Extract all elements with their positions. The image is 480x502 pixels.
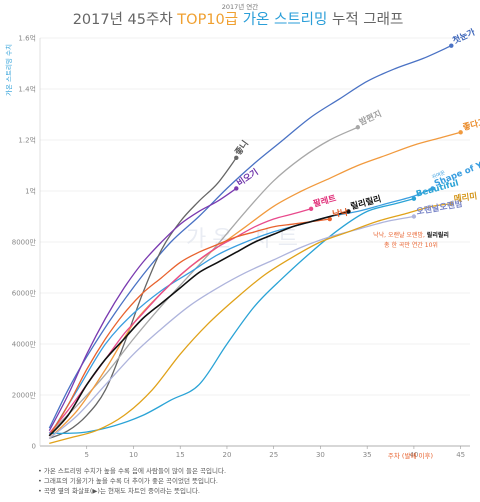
series-1-endpoint xyxy=(234,155,239,161)
y-axis-label: 가온 스트리밍 수치 xyxy=(4,44,13,96)
series-0-endpoint xyxy=(449,43,454,48)
x-tick-label: 25 xyxy=(269,451,278,459)
annotation-line1-bold: 릴리릴리 xyxy=(427,231,449,239)
annotation: 낙낙, 오랜날 오랜밤, 릴리릴리 총 한 곡만 연간 10위 xyxy=(373,231,449,249)
note-3-text: 곡명 옆의 화살표(▶)는 현재도 차트인 중이라는 뜻입니다. xyxy=(43,487,201,495)
chart-title-part3: 가온 스트리밍 xyxy=(238,11,327,28)
y-tick-label: 1억 xyxy=(25,188,36,196)
series-4-name: 좋다고말해 xyxy=(462,112,480,133)
x-tick-label: 30 xyxy=(316,451,325,459)
x-tick-label: 35 xyxy=(363,451,372,459)
y-tick-label: 1.2억 xyxy=(18,137,36,145)
series-10-endpoint xyxy=(411,214,417,219)
series-5-line xyxy=(48,187,433,437)
series-9-endpoint xyxy=(346,209,351,214)
x-tick-label: 20 xyxy=(222,451,231,459)
series-6-label: 팔레트 xyxy=(312,193,338,210)
series-1-name: 좋니 xyxy=(233,138,251,157)
series-7-label: 낙낙 xyxy=(332,207,349,220)
x-axis-label: 주차 (발매 이후) xyxy=(388,451,433,460)
x-tick-label: 45 xyxy=(456,451,465,459)
series-3-name: 밤편지 xyxy=(357,108,383,128)
series-5-endpoint xyxy=(430,186,435,191)
series-1-label: 좋니 xyxy=(233,138,251,157)
series-3-label: 밤편지 xyxy=(357,108,383,128)
axis-layer: 0 2000만 4000만 6000만 8000만 1억 1.2억 1.4억 1.6억 5 10 15… xyxy=(12,35,470,459)
series-4-line xyxy=(48,131,461,439)
series-4-endpoint xyxy=(458,130,463,135)
series-6-name: 팔레트 xyxy=(312,193,338,210)
series-4-label: 좋다고말해 xyxy=(462,112,480,133)
note-2-text: 그래프의 기울기가 높을 수록 더 추이가 좋은 곡이었던 뜻입니다. xyxy=(43,477,218,485)
x-tick-label: 40 xyxy=(409,451,418,459)
series-5-sublabel: 귀여운 xyxy=(431,169,447,181)
chart-supertitle: 2017년 연간 xyxy=(222,2,259,11)
series-6-endpoint xyxy=(308,206,314,212)
series-0-line xyxy=(48,45,452,429)
chart-notes: • 가온 스트리밍 수치가 높을 수록 음에 사람들이 많이 들은 곡입니다. … xyxy=(38,466,458,496)
series-3-endpoint xyxy=(355,125,361,130)
series-2-endpoint xyxy=(234,186,239,191)
series-11-label: 메리미 xyxy=(453,191,478,205)
chart-title-part4: 누적 그래프 xyxy=(327,11,403,28)
series-10-line xyxy=(48,215,415,439)
x-tick-label: 10 xyxy=(129,451,138,459)
annotation-line2: 총 한 곡만 연간 10위 xyxy=(384,241,438,249)
chart-watermark: 가온 차트 xyxy=(186,227,304,252)
chart-title-part2: TOP10급 xyxy=(176,12,238,28)
series-0-label: 첫눈가 xyxy=(451,27,477,47)
y-tick-label: 2000만 xyxy=(12,391,37,400)
y-tick-label: 0 xyxy=(32,443,36,451)
chart-title: 2017년 45주차 TOP10급 가온 스트리밍 누적 그래프 xyxy=(73,11,404,28)
series-9-line xyxy=(48,210,349,437)
series-8-endpoint xyxy=(411,196,417,201)
series-7-name: 낙낙 xyxy=(332,207,349,220)
note-2: • 그래프의 기울기가 높을 수록 더 추이가 좋은 곡이었던 뜻입니다. xyxy=(38,477,218,485)
note-1: • 가온 스트리밍 수치가 높을 수록 음에 사람들이 많이 들은 곡입니다. xyxy=(38,467,227,475)
y-tick-label: 8000만 xyxy=(12,238,37,247)
x-tick-label: 5 xyxy=(85,451,89,459)
y-tick-label: 1.6억 xyxy=(18,35,36,43)
series-11-endpoint xyxy=(449,201,454,206)
series-layer xyxy=(48,43,463,445)
series-8-line xyxy=(49,198,415,435)
series-7-line xyxy=(48,218,330,437)
series-2-line xyxy=(48,187,237,432)
series-1-line xyxy=(49,157,237,440)
annotation-line1: 낙낙, 오랜날 오랜밤, 릴리릴리 xyxy=(373,231,449,239)
y-tick-label: 4000만 xyxy=(12,340,37,349)
annotation-line1-prefix: 낙낙, 오랜날 오랜밤, xyxy=(373,231,427,239)
note-1-text: 가온 스트리밍 수치가 높을 수록 음에 사람들이 많이 들은 곡입니다. xyxy=(43,467,227,475)
x-tick-label: 15 xyxy=(176,451,185,459)
y-tick-label: 1.4억 xyxy=(18,86,36,94)
y-tick-label: 6000만 xyxy=(12,289,37,298)
series-0-name: 첫눈가 xyxy=(451,27,477,47)
chart-title-part1: 2017년 45주차 xyxy=(73,11,178,28)
series-11-line xyxy=(49,203,452,445)
series-3-line xyxy=(48,126,359,434)
series-7-endpoint xyxy=(327,216,332,222)
note-3: • 곡명 옆의 화살표(▶)는 현재도 차트인 중이라는 뜻입니다. xyxy=(38,487,201,495)
series-11-name: 메리미 xyxy=(453,191,478,205)
